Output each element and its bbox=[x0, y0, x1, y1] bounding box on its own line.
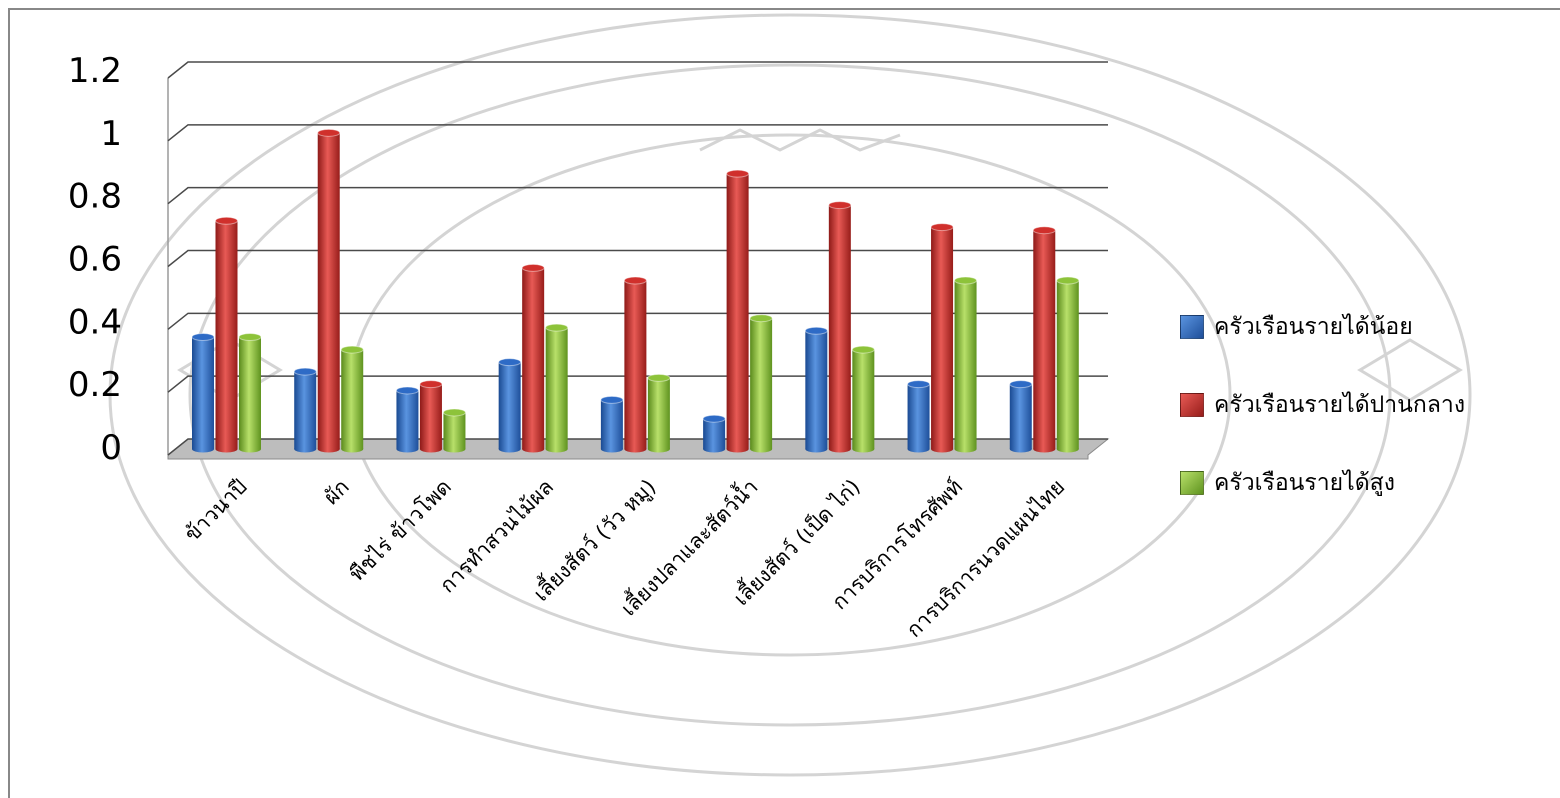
x-tick-label: ข้าวนาปี bbox=[180, 475, 252, 547]
gridline bbox=[167, 61, 1108, 79]
x-tick-label: พืชไร่ ข้าวโพด bbox=[345, 475, 456, 586]
legend-label-low-income: ครัวเรือนรายได้น้อย bbox=[1214, 314, 1413, 340]
y-tick-label: 1.2 bbox=[68, 51, 122, 91]
bar bbox=[930, 223, 954, 453]
legend: ครัวเรือนรายได้น้อย ครัวเรือนรายได้ปานกล… bbox=[1180, 308, 1555, 542]
y-tick-label: 0 bbox=[100, 428, 122, 468]
x-tick-label: ผัก bbox=[319, 475, 354, 510]
y-tick-label: 0.6 bbox=[68, 240, 122, 280]
bar bbox=[851, 345, 875, 453]
bar bbox=[191, 333, 215, 453]
bar bbox=[828, 201, 852, 453]
bar bbox=[623, 276, 647, 453]
gridline bbox=[167, 375, 1108, 393]
gridline bbox=[167, 438, 1108, 456]
y-tick-label: 1 bbox=[100, 114, 122, 154]
y-tick-label: 0.2 bbox=[68, 365, 122, 405]
bar bbox=[498, 358, 522, 453]
legend-swatch-low-income bbox=[1180, 315, 1204, 339]
bar bbox=[726, 169, 750, 453]
gridline bbox=[167, 249, 1108, 268]
y-tick-label: 0.4 bbox=[68, 302, 122, 342]
bar bbox=[600, 395, 624, 453]
bar bbox=[702, 414, 726, 453]
bar bbox=[804, 326, 828, 453]
bar bbox=[954, 276, 978, 453]
bar bbox=[1009, 380, 1033, 453]
legend-item-low-income: ครัวเรือนรายได้น้อย bbox=[1180, 308, 1555, 346]
bar bbox=[317, 128, 341, 453]
y-tick-label: 0.8 bbox=[68, 177, 122, 217]
legend-swatch-high-income bbox=[1180, 471, 1204, 495]
bar bbox=[545, 323, 569, 453]
gridline bbox=[167, 312, 1108, 330]
bar bbox=[647, 373, 671, 453]
bar bbox=[907, 380, 931, 453]
legend-item-middle-income: ครัวเรือนรายได้ปานกลาง bbox=[1180, 386, 1555, 424]
bar bbox=[442, 408, 466, 453]
bar bbox=[521, 263, 545, 453]
gridline bbox=[167, 186, 1108, 205]
gridline bbox=[167, 124, 1108, 142]
bar bbox=[340, 345, 364, 453]
bar bbox=[1056, 276, 1080, 453]
bar bbox=[395, 386, 419, 453]
bar bbox=[238, 333, 262, 453]
chart-frame bbox=[8, 8, 1560, 798]
bar bbox=[215, 216, 238, 453]
legend-item-high-income: ครัวเรือนรายได้สูง bbox=[1180, 464, 1555, 502]
bar bbox=[419, 380, 443, 453]
bar bbox=[293, 367, 317, 453]
legend-label-high-income: ครัวเรือนรายได้สูง bbox=[1214, 470, 1395, 496]
bar bbox=[1032, 226, 1056, 453]
legend-label-middle-income: ครัวเรือนรายได้ปานกลาง bbox=[1214, 392, 1466, 418]
bar bbox=[749, 314, 773, 453]
legend-swatch-middle-income bbox=[1180, 393, 1204, 417]
